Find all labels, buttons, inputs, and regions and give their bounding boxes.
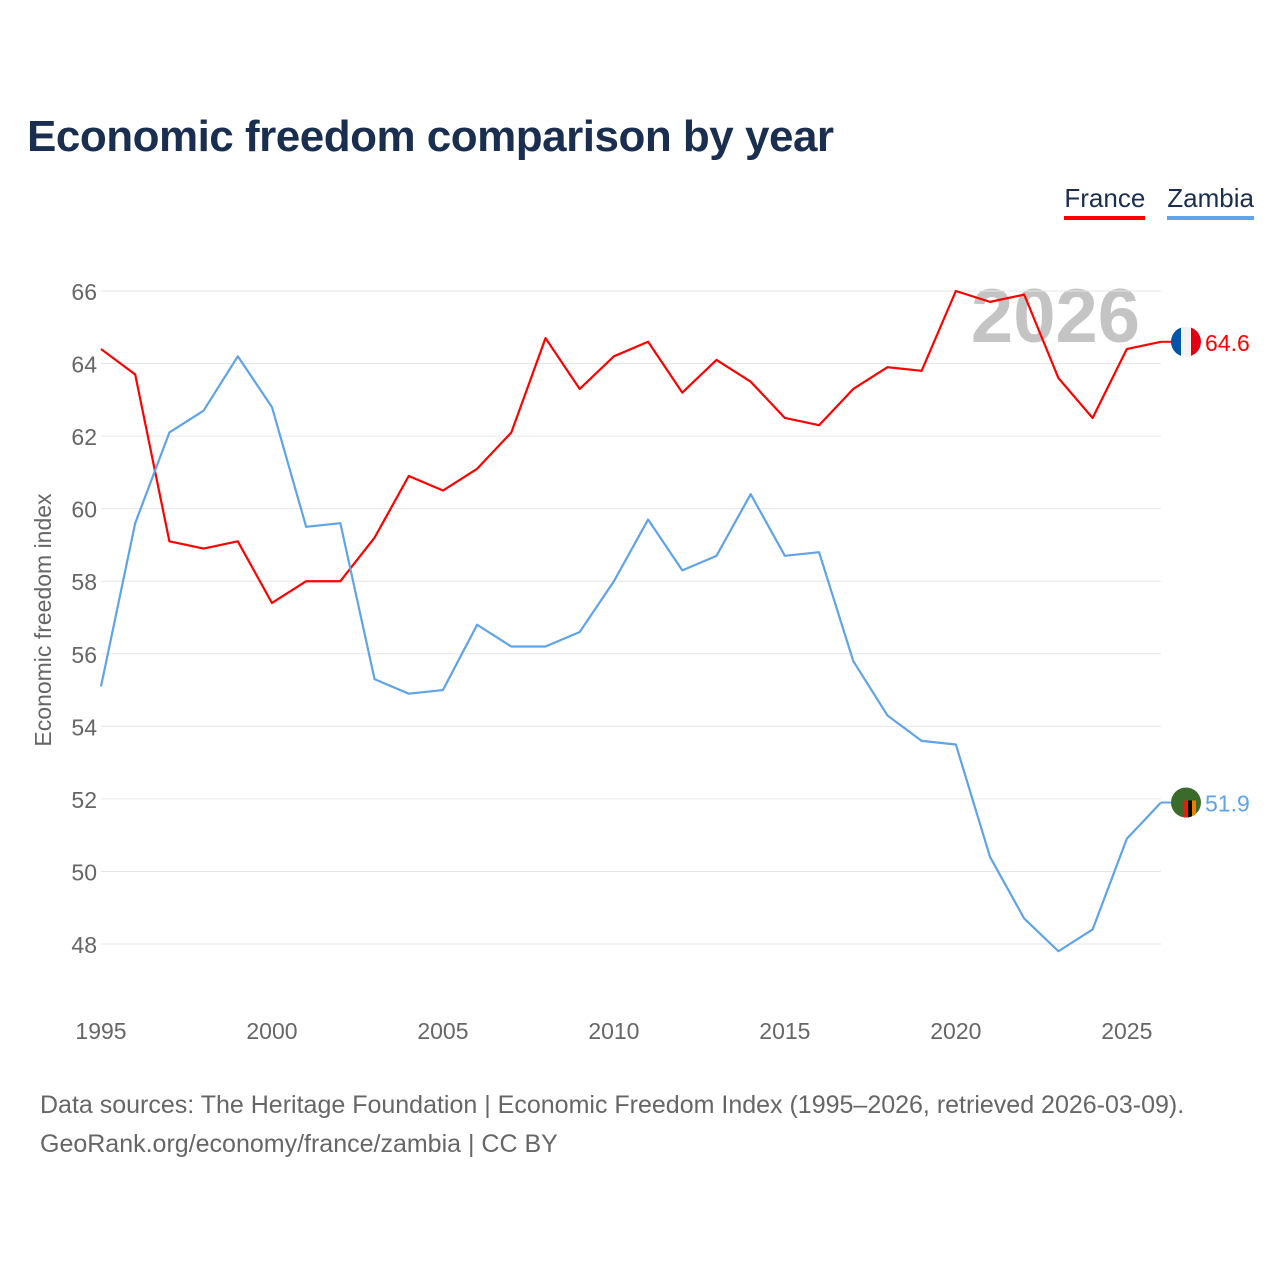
- x-tick-label: 2020: [930, 1018, 981, 1044]
- y-tick-label: 64: [71, 352, 97, 378]
- y-tick-label: 54: [71, 714, 97, 740]
- chart-title: Economic freedom comparison by year: [27, 112, 834, 161]
- y-tick-label: 52: [71, 787, 97, 813]
- y-axis-label: Economic freedom index: [30, 493, 56, 747]
- y-tick-label: 66: [71, 279, 97, 305]
- y-tick-label: 56: [71, 642, 97, 668]
- y-tick-label: 58: [71, 569, 97, 595]
- x-tick-label: 2015: [759, 1018, 810, 1044]
- y-tick-label: 60: [71, 497, 97, 523]
- x-tick-label: 2010: [588, 1018, 639, 1044]
- legend-zambia[interactable]: Zambia: [1167, 183, 1254, 220]
- footer-line-2[interactable]: GeoRank.org/economy/france/zambia | CC B…: [40, 1130, 558, 1158]
- x-tick-label: 2000: [246, 1018, 297, 1044]
- france-flag-icon: [1171, 326, 1201, 357]
- series-line-zambia: [99, 355, 1162, 953]
- footer-line-1: Data sources: The Heritage Foundation | …: [40, 1091, 1185, 1119]
- end-value-label-zambia: 51.9: [1205, 791, 1250, 817]
- x-tick-label: 2005: [417, 1018, 468, 1044]
- x-tick-label: 1995: [75, 1018, 126, 1044]
- end-value-label-france: 64.6: [1205, 330, 1250, 356]
- y-tick-label: 62: [71, 424, 97, 450]
- year-watermark: 2026: [971, 274, 1140, 359]
- legend: France Zambia: [1064, 183, 1254, 220]
- legend-france[interactable]: France: [1064, 183, 1146, 220]
- x-tick-label: 2025: [1101, 1018, 1152, 1044]
- y-tick-label: 50: [71, 859, 97, 885]
- y-tick-label: 48: [71, 932, 97, 958]
- footer-sources: Data sources: The Heritage Foundation | …: [40, 1086, 1184, 1164]
- series-line-france: [100, 289, 1162, 605]
- zambia-flag-icon: [1171, 787, 1201, 818]
